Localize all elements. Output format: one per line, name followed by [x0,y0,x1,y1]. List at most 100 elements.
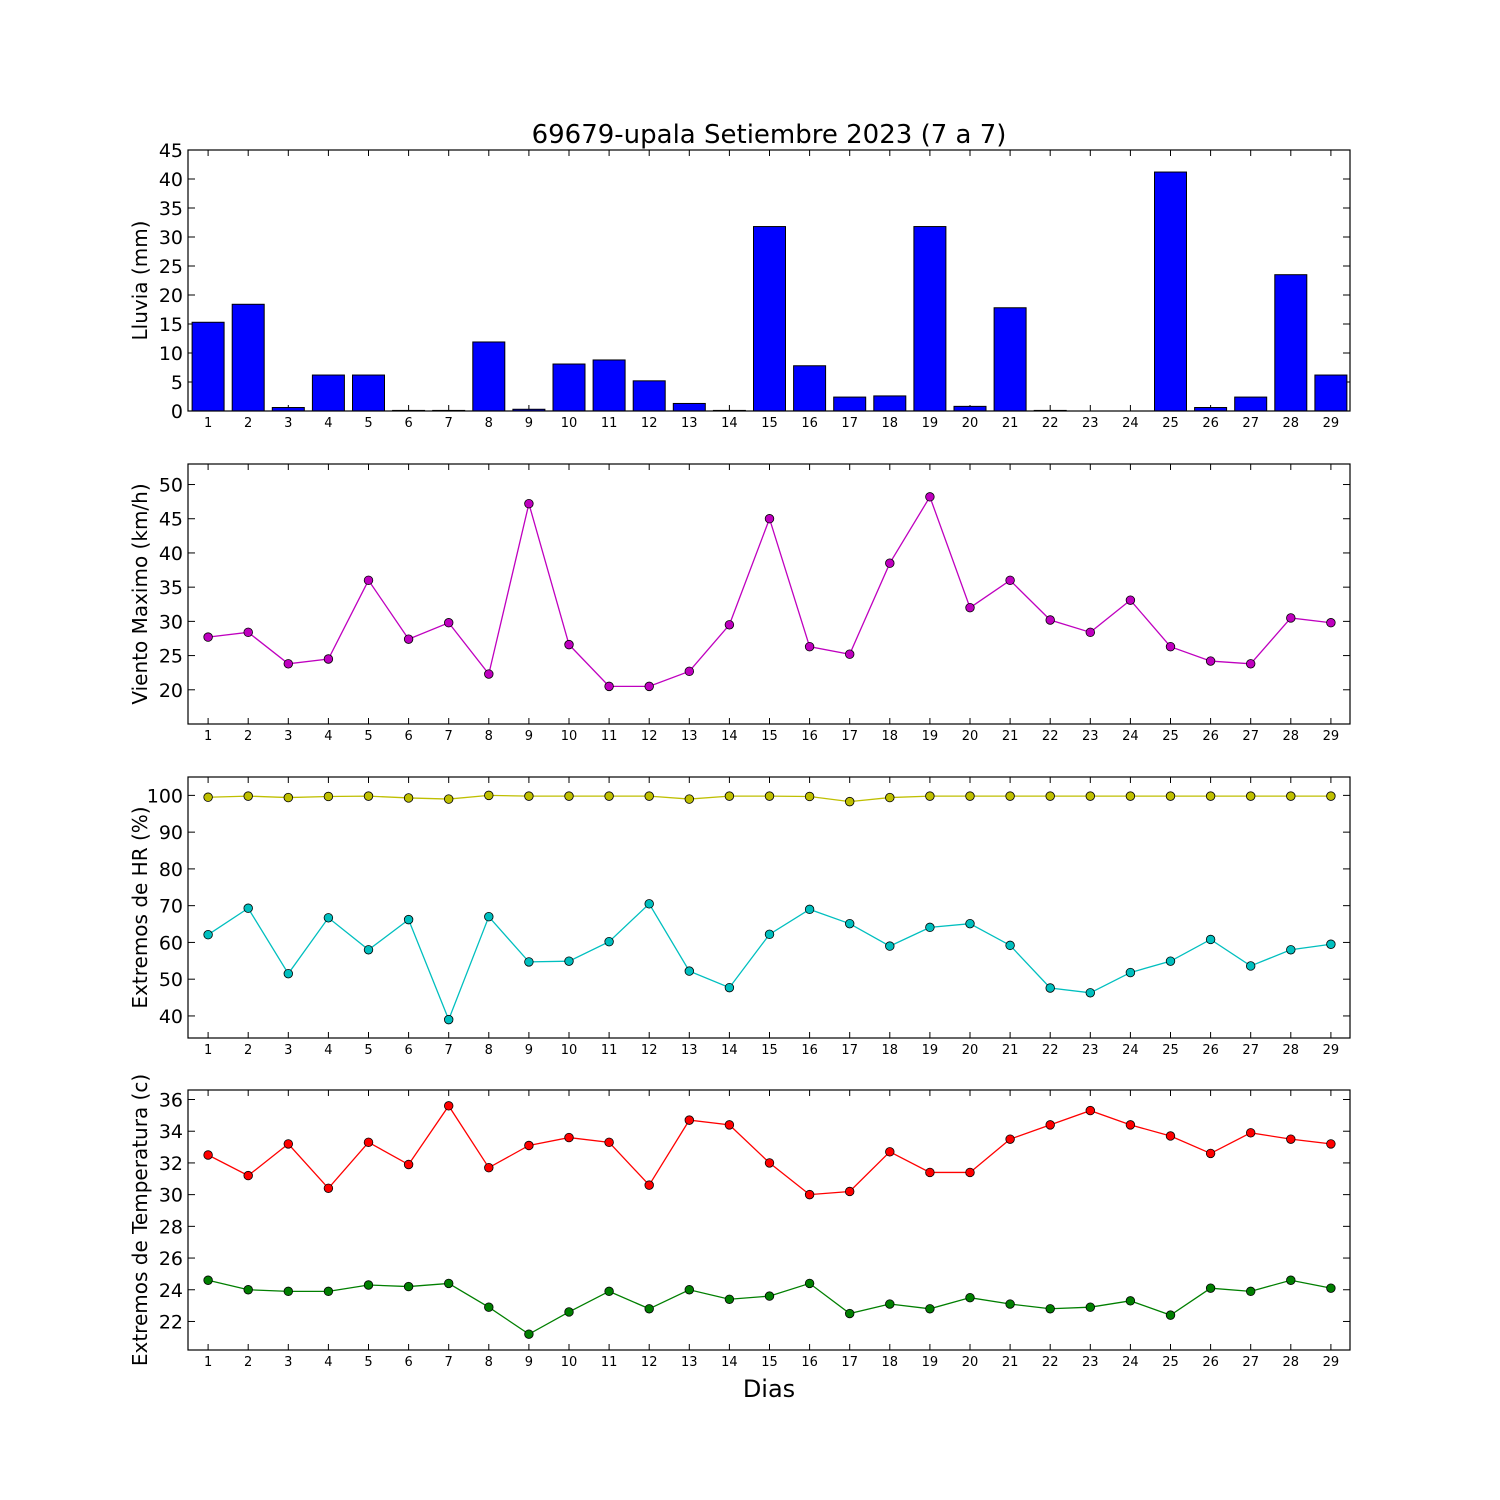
temperature-point [604,1286,614,1297]
humidity-point [885,792,895,803]
rain-y-tick-label: 35 [159,198,183,220]
temperature-point [203,1150,213,1160]
wind-x-tick-label: 12 [641,729,658,744]
humidity-x-tick-label: 2 [244,1043,252,1058]
rain-bar [592,359,626,412]
temperature-point [283,1286,294,1297]
humidity-y-tick-label: 40 [159,1006,183,1028]
temperature-x-tick-label: 11 [601,1355,618,1370]
humidity-point [604,936,614,947]
wind-x-tick-label: 14 [721,729,738,744]
wind-y-tick-label: 35 [159,577,183,599]
rain-bar [953,405,987,412]
rain-x-tick-label: 17 [841,416,858,431]
wind-y-tick-label: 25 [159,646,183,668]
rain-x-tick-label: 13 [681,416,698,431]
temperature-x-tick-label: 23 [1082,1355,1099,1370]
temperature-point [604,1137,614,1148]
temperature-y-tick-label: 36 [159,1090,183,1112]
humidity-point [564,956,574,966]
wind-point [1165,641,1176,652]
rain-bar [472,341,506,412]
rain-bar [1234,396,1268,412]
humidity-point [243,791,253,801]
humidity-point [1125,791,1136,801]
rain-x-tick-label: 3 [284,416,292,431]
humidity-point [323,791,334,802]
wind-point [1005,575,1015,586]
humidity-x-tick-label: 29 [1323,1043,1340,1058]
temperature-point [403,1281,414,1292]
rain-x-tick-label: 12 [641,416,658,431]
wind-y-tick-label: 20 [159,680,183,702]
humidity-point [283,968,294,979]
humidity-x-tick-label: 23 [1082,1043,1099,1058]
wind-x-tick-label: 5 [364,729,372,744]
wind-x-tick-label: 10 [561,729,578,744]
wind-point [323,654,334,664]
rain-x-tick-label: 21 [1002,416,1019,431]
wind-point [845,649,855,659]
rain-y-tick-label: 25 [159,256,183,278]
temperature-x-tick-label: 20 [962,1355,979,1370]
rain-x-tick-label: 9 [525,416,533,431]
wind-x-tick-label: 2 [244,729,252,744]
wind-x-tick-label: 26 [1202,729,1219,744]
wind-point [283,659,294,669]
wind-point [243,627,253,638]
humidity-point [724,982,735,993]
temperature-y-tick-label: 34 [159,1121,183,1143]
temperature-x-tick-label: 9 [525,1355,533,1370]
humidity-point [684,794,695,804]
wind-point [1326,618,1336,628]
humidity-x-tick-label: 18 [882,1043,899,1058]
wind-point [1125,595,1136,605]
temperature-point [764,1291,775,1301]
humidity-x-tick-label: 8 [485,1043,493,1058]
rain-y-axis-label: Lluvia (mm) [128,221,152,341]
humidity-point [845,918,855,929]
humidity-x-tick-label: 11 [601,1043,618,1058]
humidity-point [845,796,855,807]
humidity-point [965,918,975,929]
temperature-point [684,1115,695,1125]
rain-bar [913,226,947,412]
humidity-x-tick-label: 21 [1002,1043,1019,1058]
temperature-point [965,1167,975,1178]
temperature-point [1165,1310,1176,1320]
temperature-point [925,1167,935,1178]
temperature-point [564,1132,574,1143]
temperature-point [243,1285,253,1295]
chart-title: 69679-upala Setiembre 2023 (7 a 7) [532,120,1007,150]
humidity-point [644,899,654,909]
rain-y-tick-label: 40 [159,169,183,191]
temperature-series-line-0 [207,1104,1331,1196]
humidity-y-tick-label: 90 [159,822,183,844]
rain-x-tick-label: 23 [1082,416,1099,431]
rain-bar [352,374,385,412]
rain-bar [231,303,265,412]
humidity-x-tick-label: 28 [1283,1043,1300,1058]
rain-x-tick-label: 24 [1122,416,1139,431]
temperature-point [965,1292,975,1303]
rain-bar [1314,374,1348,412]
humidity-point [524,791,534,801]
humidity-point [1205,934,1216,945]
wind-y-tick-label: 40 [159,543,183,565]
wind-point [925,492,935,502]
humidity-point [1245,961,1256,971]
rain-y-tick-label: 15 [159,314,183,336]
humidity-x-tick-label: 16 [801,1043,818,1058]
humidity-y-tick-label: 100 [147,785,183,807]
rain-y-tick-label: 5 [171,372,183,394]
rain-plot-frame [187,149,1351,412]
wind-point [564,639,574,650]
humidity-point [1326,791,1336,801]
humidity-point [965,791,975,801]
humidity-point [403,914,414,925]
wind-point [524,498,534,509]
wind-x-tick-label: 27 [1242,729,1259,744]
